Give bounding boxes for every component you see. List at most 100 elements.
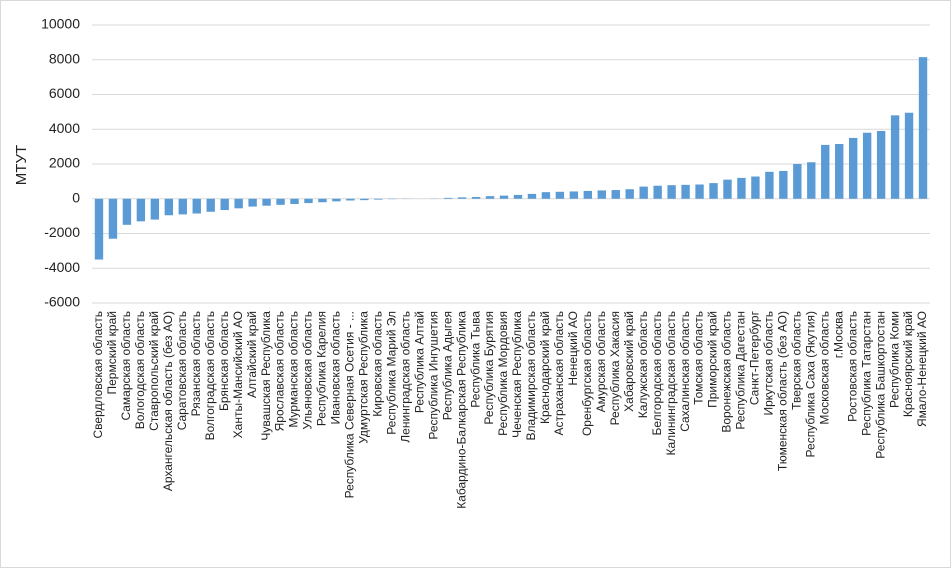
bar [164,198,174,216]
x-tick-label: Владимирская область [524,311,538,440]
bar [765,171,774,199]
y-tick-label: 4000 [49,120,80,136]
x-tick-label: Московская область [817,311,831,425]
bar [346,198,355,201]
y-tick-label: 0 [72,189,80,205]
bar [835,144,844,199]
bar [821,144,830,199]
bar [876,130,886,199]
x-tick-label: Санкт-Петербург [748,310,762,405]
y-tick-label: 10000 [41,16,80,32]
x-tick-label: Вологодская область [133,311,147,429]
x-tick-label: Белгородская область [650,311,664,435]
x-tick-label: Ямало-Ненецкий АО [915,311,929,427]
bar [471,197,481,199]
y-tick-label: 2000 [49,155,80,171]
x-tick-label: Сахалинская область [678,311,692,432]
bar [374,198,383,200]
bar [234,198,243,209]
bar [122,198,132,225]
bar [443,197,453,199]
y-tick-label: 8000 [49,50,80,66]
x-tick-label: Краснодарский край [538,311,552,424]
x-tick-label: Иркутская область [762,311,776,416]
bar [904,112,914,199]
x-tick-label: Республика Башкортостан [873,311,887,459]
x-tick-label: Ярославская область [273,311,287,431]
x-tick-label: Мурманская область [287,311,301,428]
bar [499,195,509,199]
bar [276,198,285,205]
x-tick-label: Оренбургская область [580,311,594,436]
bar [108,198,118,239]
x-tick-label: Рязанская область [189,311,203,416]
bar [457,197,467,199]
bar [332,198,341,202]
y-tick-label: -4000 [44,259,80,275]
bar [639,186,648,199]
x-tick-label: Республика Мордовия [496,311,510,436]
x-tick-label: Саратовская область [175,311,189,430]
x-tick-label: Воронежская область [720,311,734,433]
bar [290,198,299,204]
x-tick-label: Ивановская область [329,311,343,425]
x-tick-label: Волгоградская область [203,311,217,440]
x-tick-label: Астраханская область [552,311,566,435]
bar [611,190,620,199]
bar [248,198,257,207]
bar [541,192,551,199]
y-tick-label: 6000 [49,85,80,101]
x-tick-label: Архангельская область (без АО) [161,311,175,491]
x-tick-label: Республика Дагестан [734,311,748,430]
bar [653,185,662,199]
bar [890,115,900,199]
x-tick-label: Республика Северная Осетия - ... [343,311,357,498]
x-tick-label: Республика Бурятия [482,311,496,425]
bar [625,189,634,199]
x-tick-label: Ростовская область [845,311,859,422]
x-tick-label: Республика Коми [887,311,901,408]
x-tick-label: Республика Карелия [315,311,329,426]
x-tick-label: Республика Алтай [412,311,426,413]
x-tick-label: Калининградская область [664,311,678,456]
bar [807,162,816,199]
x-tick-label: Удмуртская Республика [357,311,371,444]
x-tick-label: Приморский край [706,311,720,408]
y-axis-label: МТУТ [13,145,30,185]
bar [583,190,593,199]
x-tick-label: Республика Ингушетия [426,311,440,440]
bar [318,198,327,203]
x-tick-label: Амурская область [594,311,608,412]
bar [485,196,495,199]
x-tick-label: Алтайский край [245,311,259,398]
x-tick-label: Красноярский край [901,311,915,417]
x-tick-label: Свердловская область [91,311,105,438]
x-tick-label: Тюменская область (без АО) [776,311,790,471]
bar [597,190,606,199]
x-tick-label: Республика Марий Эл [384,311,398,435]
bar [220,198,229,211]
x-tick-label: Ненецкий АО [566,311,580,386]
bar [513,194,523,199]
x-tick-label: Пермский край [105,311,119,395]
x-tick-label: Тверская область [789,311,803,410]
x-tick-label: Кировская область [370,311,384,417]
y-tick-label: -6000 [44,294,80,310]
x-tick-label: Ульяновская область [301,311,315,430]
bar [192,198,201,214]
bar [862,132,872,199]
bar [681,184,690,199]
x-tick-label: Брянская область [217,311,231,411]
bar [751,176,760,199]
bar [793,164,802,199]
x-tick-label: Республика Тыва [468,311,482,408]
x-tick-label: г.Москва [831,311,845,359]
bar [527,193,537,199]
bar [136,198,146,222]
x-tick-label: Калужская область [636,311,650,418]
x-tick-label: Ленинградская область [398,311,412,443]
bar [178,198,187,215]
bar [206,198,215,212]
